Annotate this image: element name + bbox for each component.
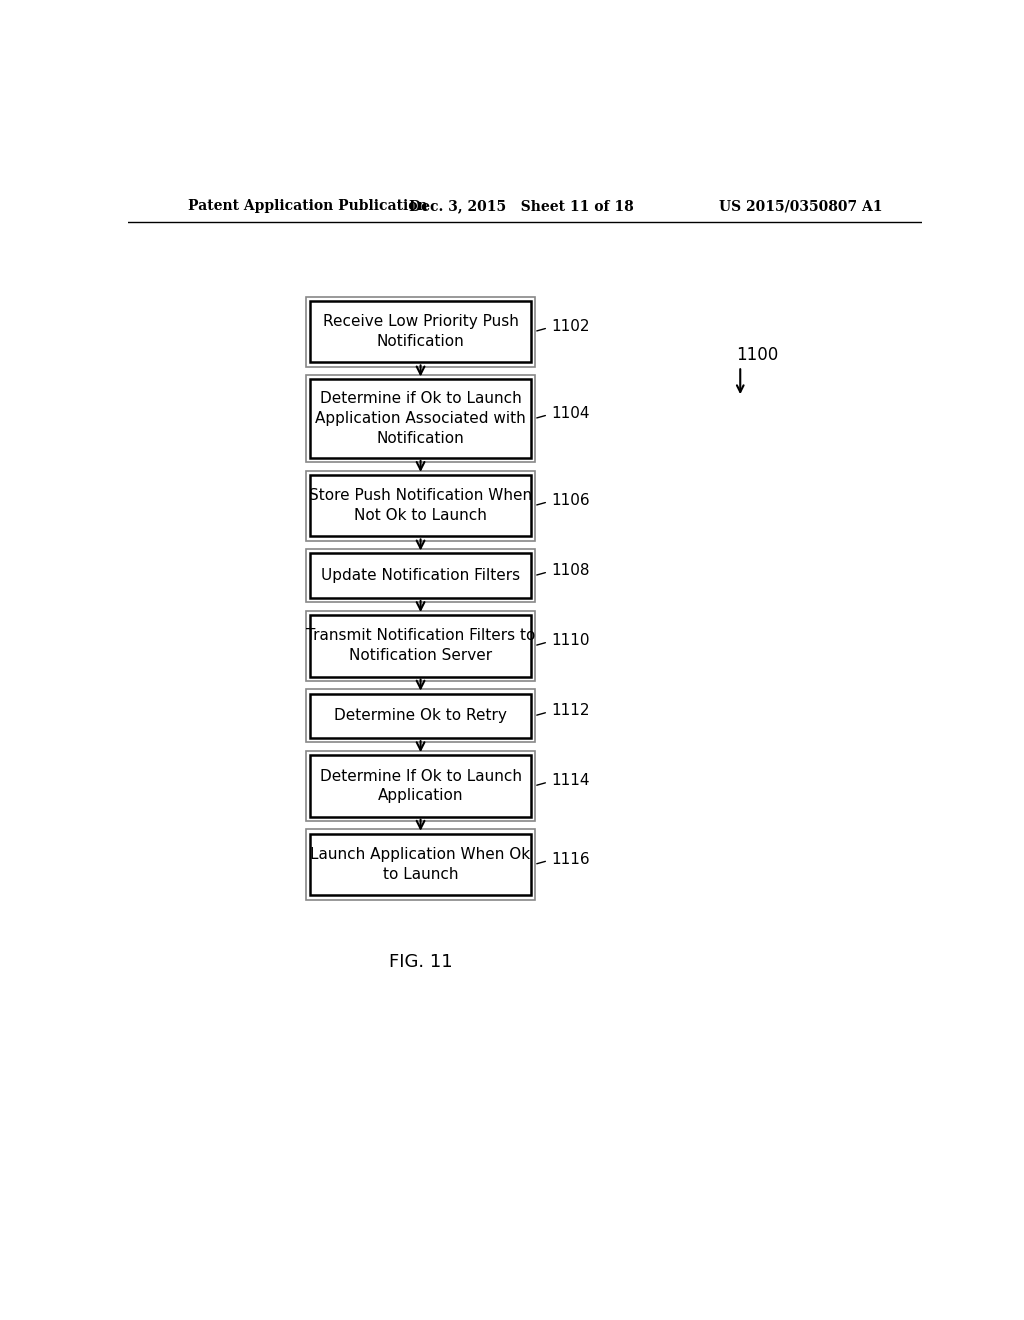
- Text: 1116: 1116: [551, 851, 590, 867]
- FancyBboxPatch shape: [306, 829, 536, 899]
- Text: Dec. 3, 2015   Sheet 11 of 18: Dec. 3, 2015 Sheet 11 of 18: [409, 199, 633, 213]
- Text: Update Notification Filters: Update Notification Filters: [321, 568, 520, 583]
- FancyBboxPatch shape: [310, 475, 531, 536]
- FancyBboxPatch shape: [306, 471, 536, 541]
- FancyBboxPatch shape: [306, 611, 536, 681]
- Text: 1104: 1104: [551, 405, 590, 421]
- Text: 1100: 1100: [736, 346, 778, 364]
- FancyBboxPatch shape: [310, 301, 531, 363]
- Text: 1102: 1102: [551, 318, 590, 334]
- FancyBboxPatch shape: [310, 834, 531, 895]
- FancyBboxPatch shape: [306, 297, 536, 367]
- Text: Launch Application When Ok
to Launch: Launch Application When Ok to Launch: [310, 847, 530, 882]
- Text: Store Push Notification When
Not Ok to Launch: Store Push Notification When Not Ok to L…: [309, 488, 532, 523]
- Text: 1106: 1106: [551, 492, 590, 508]
- FancyBboxPatch shape: [306, 689, 536, 742]
- Text: 1112: 1112: [551, 704, 590, 718]
- FancyBboxPatch shape: [310, 379, 531, 458]
- Text: US 2015/0350807 A1: US 2015/0350807 A1: [719, 199, 882, 213]
- FancyBboxPatch shape: [310, 615, 531, 677]
- Text: FIG. 11: FIG. 11: [389, 953, 453, 972]
- Text: Determine If Ok to Launch
Application: Determine If Ok to Launch Application: [319, 768, 521, 804]
- FancyBboxPatch shape: [310, 553, 531, 598]
- FancyBboxPatch shape: [306, 375, 536, 462]
- Text: 1114: 1114: [551, 774, 590, 788]
- Text: 1110: 1110: [551, 632, 590, 648]
- Text: 1108: 1108: [551, 562, 590, 578]
- Text: Transmit Notification Filters to
Notification Server: Transmit Notification Filters to Notific…: [306, 628, 536, 663]
- FancyBboxPatch shape: [306, 751, 536, 821]
- FancyBboxPatch shape: [310, 755, 531, 817]
- Text: Patent Application Publication: Patent Application Publication: [188, 199, 428, 213]
- Text: Determine if Ok to Launch
Application Associated with
Notification: Determine if Ok to Launch Application As…: [315, 391, 526, 446]
- FancyBboxPatch shape: [310, 693, 531, 738]
- FancyBboxPatch shape: [306, 549, 536, 602]
- Text: Determine Ok to Retry: Determine Ok to Retry: [334, 709, 507, 723]
- Text: Receive Low Priority Push
Notification: Receive Low Priority Push Notification: [323, 314, 518, 348]
